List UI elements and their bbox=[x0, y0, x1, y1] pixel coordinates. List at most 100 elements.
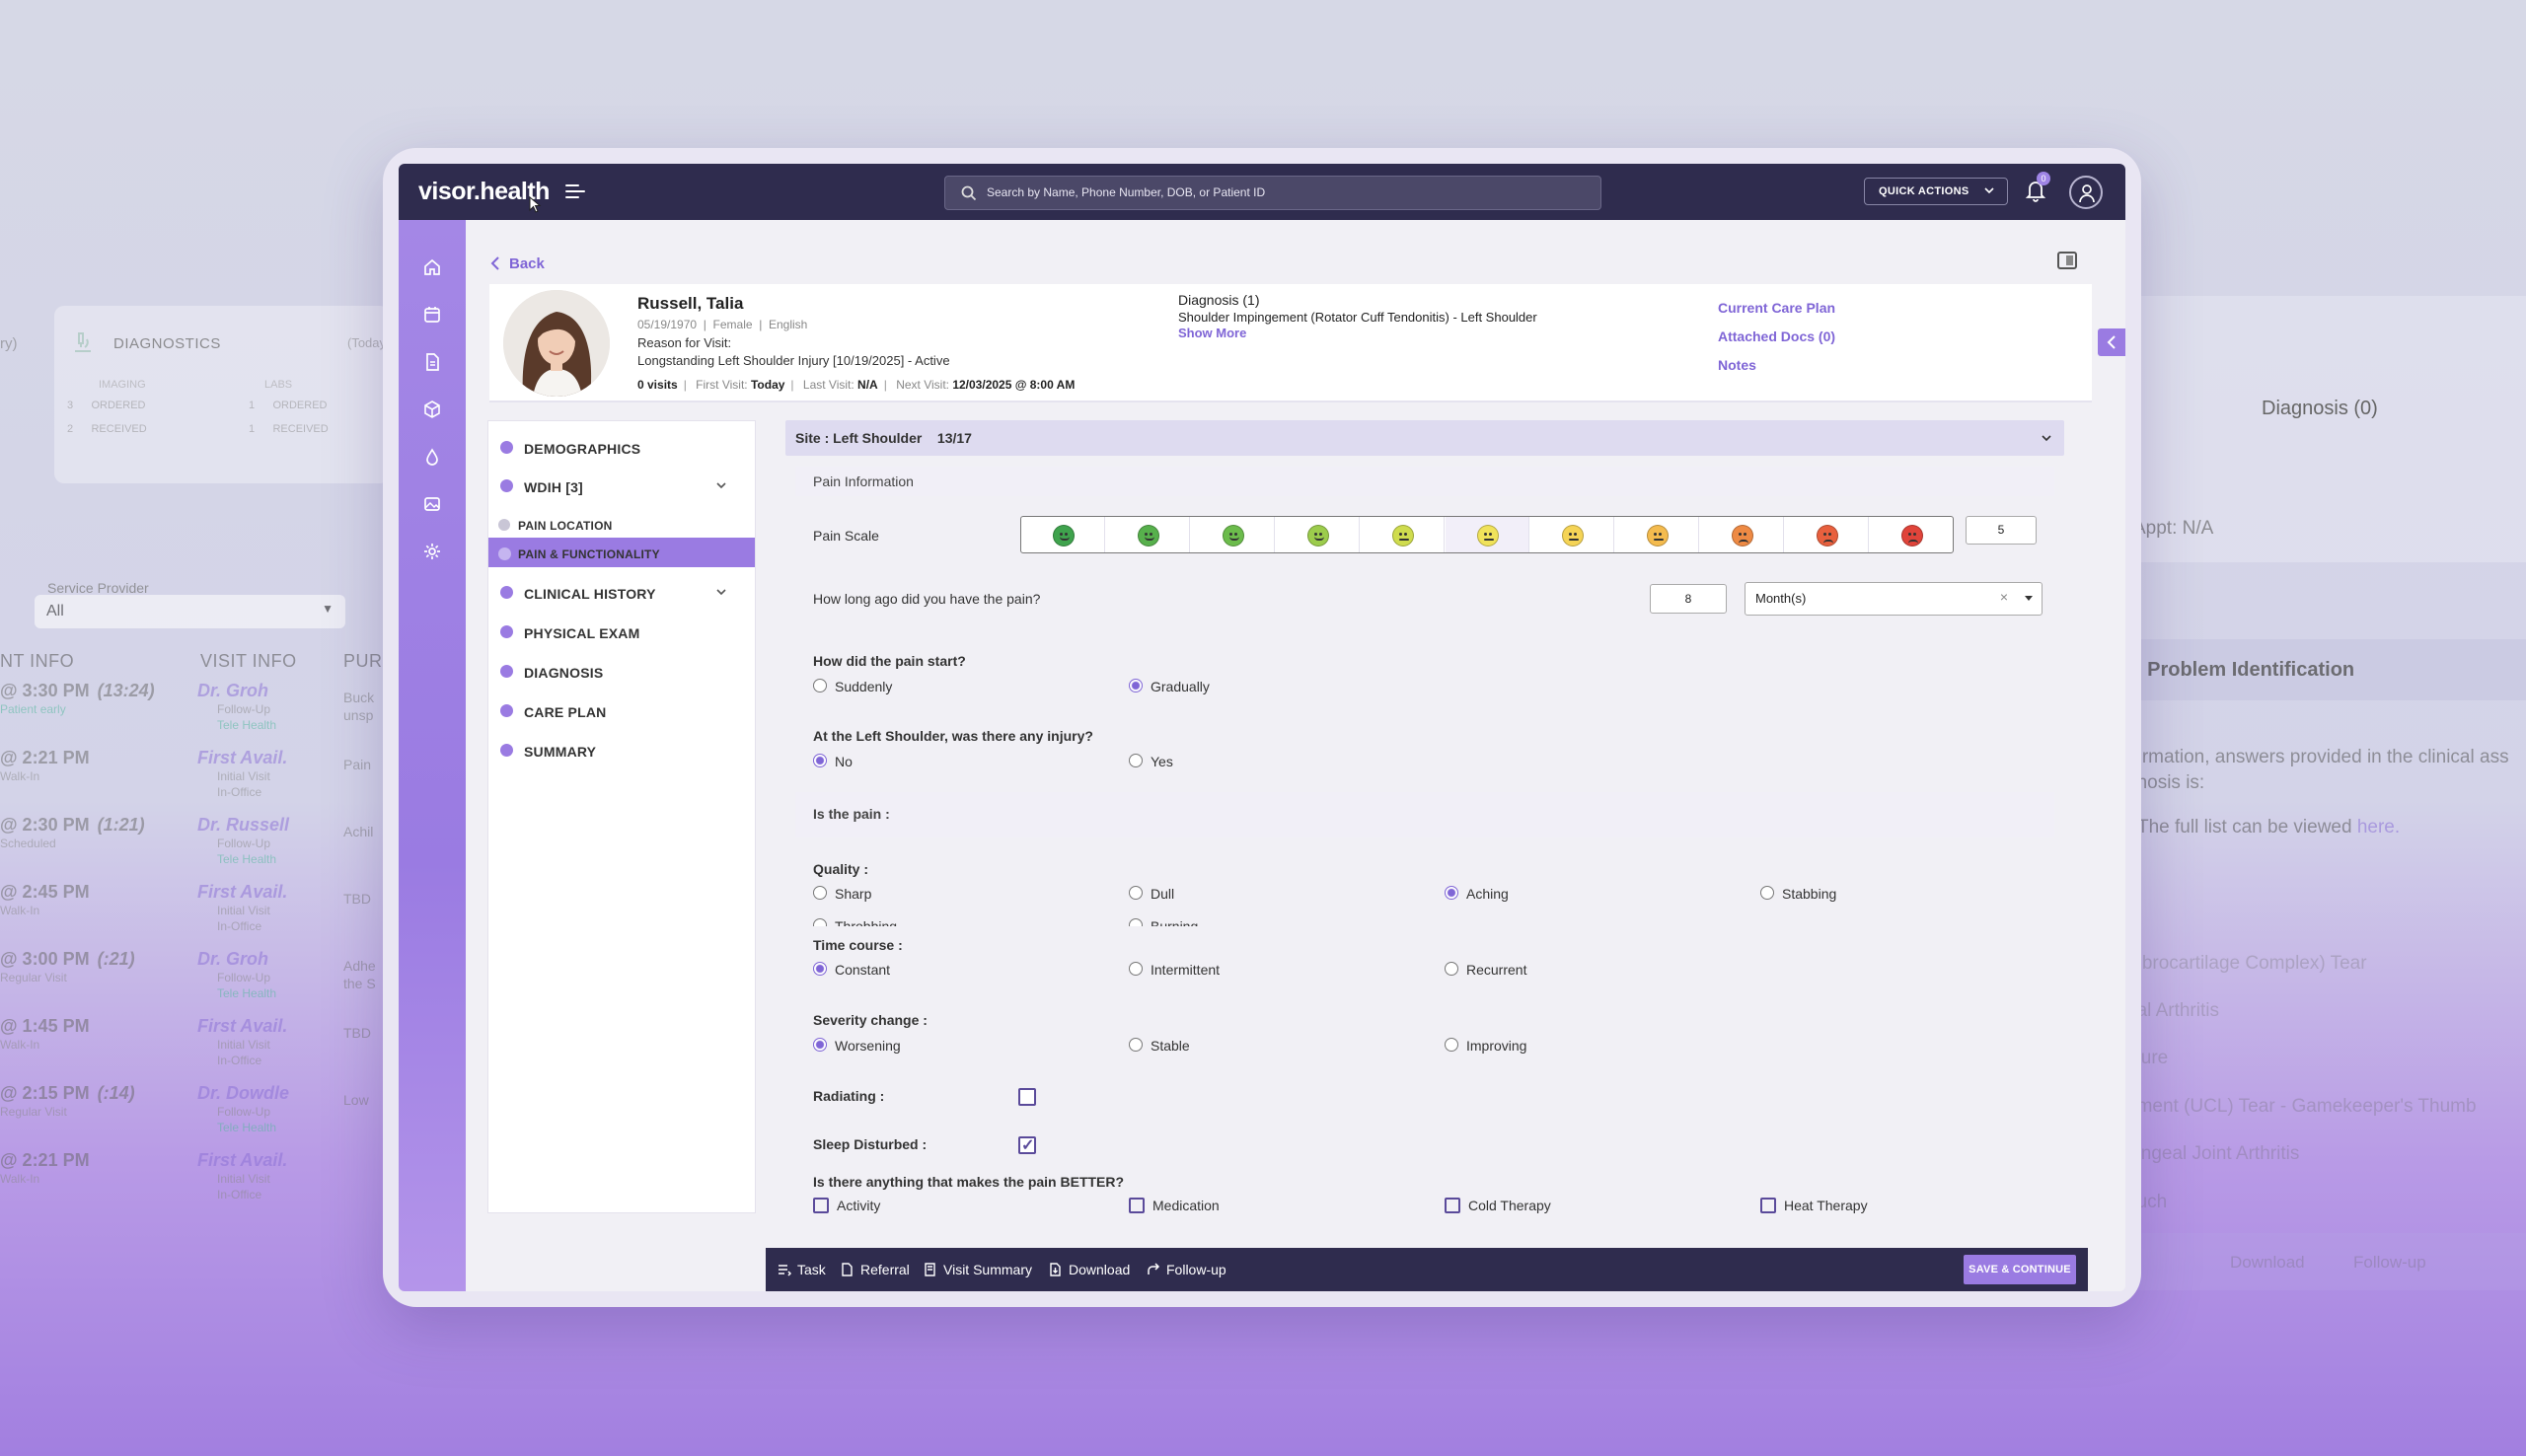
calendar-icon[interactable] bbox=[422, 305, 442, 325]
side-rail bbox=[399, 220, 466, 1291]
step-summary[interactable]: SUMMARY bbox=[488, 734, 755, 765]
pain-scale-option[interactable] bbox=[1700, 517, 1784, 552]
step-wdih-3[interactable]: WDIH [3] bbox=[488, 470, 755, 501]
panel-toggle-icon[interactable] bbox=[2057, 252, 2077, 269]
back-link[interactable]: Back bbox=[490, 255, 545, 272]
pain-scale-option[interactable] bbox=[1276, 517, 1360, 552]
background-appointment-status: Walk-In bbox=[0, 1038, 40, 1052]
pain-scale-option[interactable] bbox=[1530, 517, 1614, 552]
background-appointment-time: @ 2:45 PM bbox=[0, 882, 90, 902]
referral-button[interactable]: Referral bbox=[841, 1262, 910, 1277]
drop-icon[interactable] bbox=[422, 447, 442, 467]
user-profile-button[interactable] bbox=[2069, 176, 2103, 209]
home-icon[interactable] bbox=[422, 257, 442, 277]
pain-face-icon bbox=[1647, 525, 1669, 546]
pain-scale-option[interactable] bbox=[1106, 517, 1190, 552]
pain-scale-option[interactable] bbox=[1191, 517, 1275, 552]
top-bar: visor.health Search by Name, Phone Numbe… bbox=[399, 164, 2125, 220]
background-labs-label: LABS bbox=[264, 379, 293, 391]
better-option-checkbox[interactable]: Medication bbox=[1129, 1198, 1220, 1213]
quality-option-dull[interactable]: Dull bbox=[1129, 886, 1174, 902]
pain-scale-option[interactable] bbox=[1785, 517, 1869, 552]
injury-option-yes[interactable]: Yes bbox=[1129, 754, 1173, 769]
background-appointment-visit-type: Follow-Up bbox=[217, 1105, 271, 1119]
background-appointment-time: @ 2:30 PM bbox=[0, 815, 90, 835]
download-button[interactable]: Download bbox=[1049, 1262, 1130, 1277]
better-option-label: Medication bbox=[1152, 1198, 1220, 1213]
time-course-option-intermittent[interactable]: Intermittent bbox=[1129, 962, 1220, 978]
background-diagnostics-today: (Today bbox=[347, 335, 387, 350]
time-course-row bbox=[795, 926, 2054, 1001]
better-option-checkbox[interactable]: Activity bbox=[813, 1198, 880, 1213]
better-option-checkbox[interactable]: Heat Therapy bbox=[1760, 1198, 1868, 1213]
chevron-down-icon[interactable] bbox=[715, 479, 727, 491]
save-and-continue-button[interactable]: SAVE & CONTINUE bbox=[1964, 1255, 2076, 1284]
background-diagnostics-card bbox=[54, 306, 390, 483]
sleep-disturbed-checkbox[interactable] bbox=[1018, 1135, 1036, 1155]
background-appointment-time: @ 3:00 PM bbox=[0, 949, 90, 969]
show-more-link[interactable]: Show More bbox=[1178, 326, 1247, 340]
pain-scale-option[interactable] bbox=[1021, 517, 1105, 552]
package-icon[interactable] bbox=[422, 400, 442, 419]
time-course-option-recurrent[interactable]: Recurrent bbox=[1445, 962, 1526, 978]
pain-start-option-suddenly[interactable]: Suddenly bbox=[813, 679, 892, 694]
attached-docs-link[interactable]: Attached Docs (0) bbox=[1718, 328, 1836, 344]
pain-face-mouth bbox=[1654, 539, 1664, 541]
severity-option-stable[interactable]: Stable bbox=[1129, 1038, 1190, 1054]
site-selector[interactable]: Site : Left Shoulder 13/17 bbox=[785, 420, 2064, 456]
pain-scale-option[interactable] bbox=[1615, 517, 1699, 552]
pain-face-mouth bbox=[1908, 540, 1918, 544]
quality-option-sharp[interactable]: Sharp bbox=[813, 886, 871, 902]
background-appointment-doctor: First Avail. bbox=[197, 1150, 288, 1170]
patient-header: Russell, Talia 05/19/1970 | Female | Eng… bbox=[489, 284, 2092, 402]
step-diagnosis[interactable]: DIAGNOSIS bbox=[488, 655, 755, 687]
pain-start-row bbox=[795, 642, 2054, 709]
pain-face-icon bbox=[1732, 525, 1753, 546]
collapse-panel-button[interactable] bbox=[2098, 328, 2125, 356]
app-logo[interactable]: visor.health bbox=[418, 178, 550, 205]
follow-up-button[interactable]: Follow-up bbox=[1147, 1262, 1226, 1277]
diagnosis-title: Diagnosis (1) bbox=[1178, 292, 1260, 308]
pain-scale-option[interactable] bbox=[1446, 517, 1529, 552]
background-appointment-time: @ 2:21 PM bbox=[0, 748, 90, 767]
severity-option-improving[interactable]: Improving bbox=[1445, 1038, 1526, 1054]
search-input[interactable]: Search by Name, Phone Number, DOB, or Pa… bbox=[944, 176, 1601, 210]
step-status-dot bbox=[500, 586, 513, 599]
radiating-checkbox[interactable] bbox=[1018, 1088, 1036, 1106]
pain-start-option-gradually[interactable]: Gradually bbox=[1129, 679, 1210, 694]
better-option-checkbox[interactable]: Cold Therapy bbox=[1445, 1198, 1551, 1213]
injury-option-no[interactable]: No bbox=[813, 754, 853, 769]
clear-icon[interactable]: × bbox=[1999, 589, 2008, 605]
image-icon[interactable] bbox=[422, 494, 442, 514]
step-pain-functionality[interactable]: PAIN & FUNCTIONALITY bbox=[488, 538, 755, 567]
gear-icon[interactable] bbox=[422, 542, 442, 561]
menu-icon[interactable] bbox=[564, 182, 586, 201]
quality-option-aching[interactable]: Aching bbox=[1445, 886, 1509, 902]
pain-face-mouth bbox=[1569, 539, 1579, 541]
quick-actions-button[interactable]: QUICK ACTIONS bbox=[1864, 178, 2008, 205]
background-appointment-time: @ 3:30 PM bbox=[0, 681, 90, 700]
step-pain-location[interactable]: PAIN LOCATION bbox=[488, 509, 755, 539]
step-demographics[interactable]: DEMOGRAPHICS bbox=[488, 431, 755, 463]
quality-option-stabbing[interactable]: Stabbing bbox=[1760, 886, 1836, 902]
step-care-plan[interactable]: CARE PLAN bbox=[488, 694, 755, 726]
current-care-plan-link[interactable]: Current Care Plan bbox=[1718, 300, 1836, 316]
pain-scale-option[interactable] bbox=[1361, 517, 1445, 552]
document-icon[interactable] bbox=[422, 352, 442, 372]
pain-scale-value[interactable]: 5 bbox=[1966, 516, 2037, 545]
duration-unit-select[interactable]: Month(s) × bbox=[1745, 582, 2043, 616]
visit-summary-button[interactable]: Visit Summary bbox=[924, 1262, 1032, 1277]
chevron-down-icon[interactable] bbox=[715, 586, 727, 598]
time-course-option-constant[interactable]: Constant bbox=[813, 962, 890, 978]
background-appointment-purpose: Low bbox=[343, 1092, 369, 1108]
step-status-dot bbox=[500, 744, 513, 757]
duration-value-input[interactable]: 8 bbox=[1650, 584, 1727, 614]
steps-nav: DEMOGRAPHICS WDIH [3] PAIN LOCATION PAIN & … bbox=[487, 420, 756, 1213]
notes-link[interactable]: Notes bbox=[1718, 357, 1756, 373]
step-physical-exam[interactable]: PHYSICAL EXAM bbox=[488, 616, 755, 647]
severity-option-worsening[interactable]: Worsening bbox=[813, 1038, 901, 1054]
step-clinical-history[interactable]: CLINICAL HISTORY bbox=[488, 576, 755, 608]
pain-scale-option[interactable] bbox=[1870, 517, 1954, 552]
pain-face-mouth bbox=[1229, 537, 1239, 541]
task-button[interactable]: Task bbox=[778, 1262, 826, 1277]
